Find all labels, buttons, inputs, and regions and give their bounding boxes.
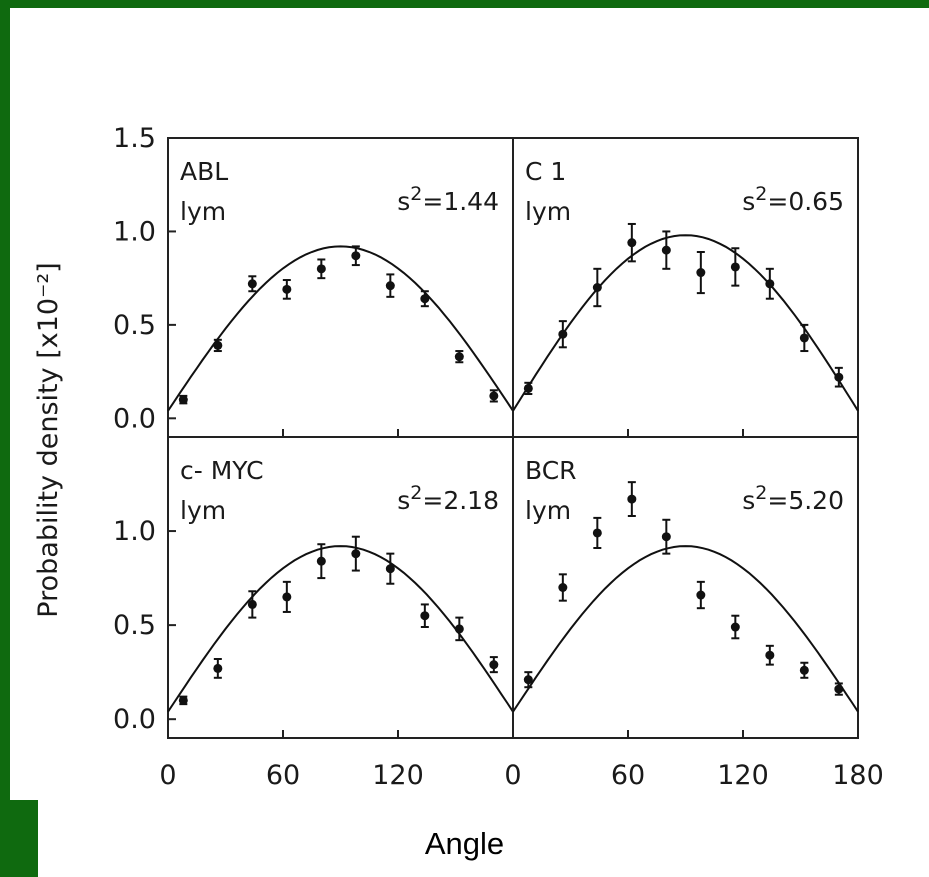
data-point xyxy=(799,665,809,675)
y-tick-label: 1.0 xyxy=(113,216,156,247)
s2-symbol: s xyxy=(742,187,755,216)
data-point xyxy=(799,333,809,343)
data-point xyxy=(454,624,464,634)
data-point xyxy=(523,383,533,393)
x-tick-label: 0 xyxy=(159,760,176,791)
s2-value: =1.44 xyxy=(422,187,499,216)
slide-background-notch xyxy=(10,800,38,877)
data-point xyxy=(765,279,775,289)
data-point xyxy=(627,238,637,248)
data-point xyxy=(420,294,430,304)
panel-label-gene: c- MYC xyxy=(180,456,264,485)
x-tick-label: 60 xyxy=(611,760,645,791)
y-tick-label: 0.0 xyxy=(113,403,156,434)
y-axis-title: Probability density [x10⁻²] xyxy=(33,262,64,617)
x-tick-label: 180 xyxy=(832,760,884,791)
s2-symbol: s xyxy=(397,187,410,216)
data-point xyxy=(351,549,361,559)
data-point xyxy=(247,599,257,609)
s2-annotation: s2=0.65 xyxy=(742,183,844,216)
x-tick-label: 60 xyxy=(266,760,300,791)
data-point xyxy=(420,611,430,621)
data-point xyxy=(696,268,706,278)
s2-value: =0.65 xyxy=(767,187,844,216)
s2-symbol: s xyxy=(397,486,410,515)
data-point xyxy=(454,352,464,362)
panel-label-gene: ABL xyxy=(180,157,228,186)
panel-top-left: 0.0 0.5 1.0 1.5 ABL lym s2=1.44 xyxy=(113,123,514,438)
data-point xyxy=(282,592,292,602)
data-point xyxy=(592,528,602,538)
data-point xyxy=(558,583,568,592)
data-point xyxy=(834,684,844,694)
s2-value: =5.20 xyxy=(767,486,844,515)
fit-curve xyxy=(512,545,859,713)
data-point xyxy=(213,663,223,673)
y-tick-label: 1.5 xyxy=(113,123,156,154)
data-point xyxy=(351,251,361,261)
fit-curve xyxy=(512,234,859,412)
data-point xyxy=(178,395,188,405)
y-tick-label: 0.0 xyxy=(113,704,156,735)
fit-curve xyxy=(167,245,514,412)
data-point xyxy=(282,284,292,294)
data-point xyxy=(558,329,568,339)
x-axis-title: Angle xyxy=(424,826,505,861)
data-point xyxy=(316,264,326,274)
data-point xyxy=(489,660,499,670)
y-tick-label: 0.5 xyxy=(113,610,156,641)
panel-label-cell: lym xyxy=(180,197,226,226)
panel-label-gene: BCR xyxy=(525,456,577,485)
data-point xyxy=(661,245,671,255)
s2-annotation: s2=5.20 xyxy=(742,482,844,515)
s2-annotation: s2=2.18 xyxy=(397,482,499,515)
panel-top-right: C 1 lym s2=0.65 xyxy=(512,137,859,438)
data-point xyxy=(592,283,602,292)
data-point xyxy=(523,675,533,685)
data-point xyxy=(627,494,637,504)
data-point xyxy=(213,340,223,350)
y-tick-label: 0.5 xyxy=(113,310,156,341)
s2-exponent: 2 xyxy=(755,183,767,205)
figure-background xyxy=(10,8,929,877)
s2-exponent: 2 xyxy=(410,482,422,504)
y-tick-label: 1.0 xyxy=(113,516,156,547)
panel-label-gene: C 1 xyxy=(525,157,566,186)
x-tick-label: 120 xyxy=(717,760,769,791)
data-point xyxy=(696,590,706,600)
data-point xyxy=(765,650,775,660)
panel-bottom-left: 0.0 0.5 1.0 0 60 120 c- MYC lym s2=2.18 xyxy=(113,436,514,791)
data-point xyxy=(834,372,844,382)
panel-label-cell: lym xyxy=(180,496,226,525)
data-point xyxy=(385,564,395,574)
s2-annotation: s2=1.44 xyxy=(397,183,499,216)
data-point xyxy=(178,695,188,705)
panel-frame xyxy=(512,436,859,739)
s2-symbol: s xyxy=(742,486,755,515)
x-tick-label: 120 xyxy=(372,760,424,791)
panel-label-cell: lym xyxy=(525,496,571,525)
x-tick-label: 0 xyxy=(504,760,521,791)
data-point xyxy=(385,281,395,291)
s2-exponent: 2 xyxy=(410,183,422,205)
data-point xyxy=(661,532,671,542)
data-point xyxy=(316,556,326,566)
panel-bottom-right: 0 60 120 180 BCR lym s2=5.20 xyxy=(504,436,884,791)
panel-label-cell: lym xyxy=(525,197,571,226)
data-point xyxy=(730,262,740,272)
data-point xyxy=(247,279,257,289)
s2-exponent: 2 xyxy=(755,482,767,504)
data-point xyxy=(730,622,740,632)
s2-value: =2.18 xyxy=(422,486,499,515)
data-point xyxy=(489,391,499,401)
y-axis-title-group: Probability density [x10⁻²] xyxy=(33,262,64,617)
